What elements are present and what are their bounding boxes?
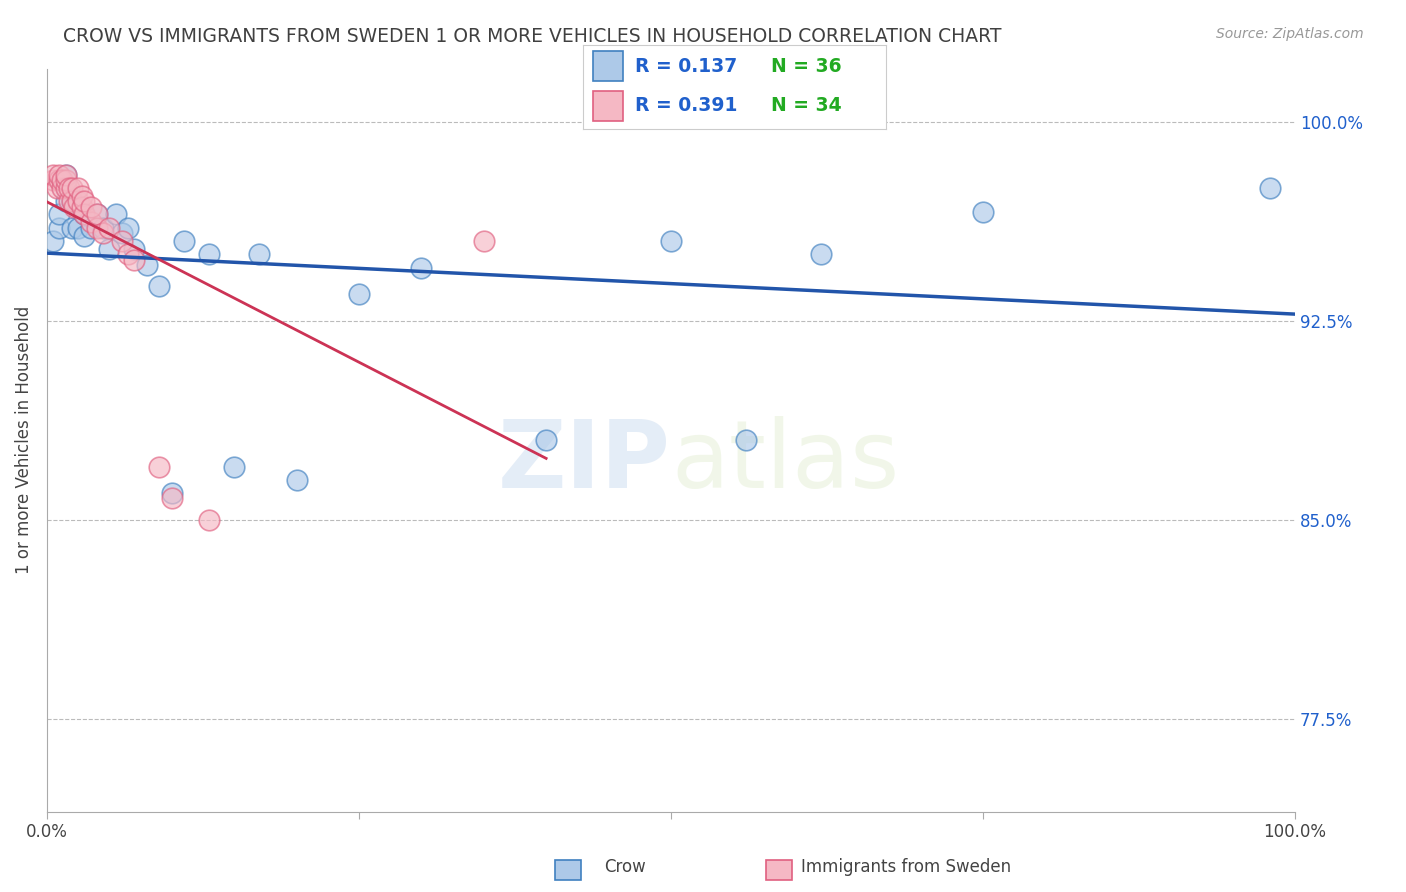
Point (148, 459, 170, 474)
Point (70, 200, 93, 214)
Point (63, 200, 86, 214)
Text: Immigrants from Sweden: Immigrants from Sweden (801, 858, 1011, 876)
Point (42, 173, 65, 187)
Point (86, 207, 108, 221)
Point (60, 220, 83, 235)
Point (42, 234, 65, 248)
Point (91, 220, 114, 235)
Point (55, 181, 77, 195)
Point (247, 247, 270, 261)
Point (73, 207, 96, 221)
Point (79, 220, 101, 235)
Point (160, 486, 183, 500)
Point (111, 226, 134, 240)
Point (73, 207, 96, 221)
Point (117, 220, 139, 235)
Text: N = 34: N = 34 (770, 95, 842, 115)
Point (58, 194, 80, 209)
Point (98, 220, 121, 235)
FancyBboxPatch shape (592, 91, 623, 120)
Text: Crow: Crow (605, 858, 647, 876)
Point (51, 173, 73, 187)
Point (224, 459, 246, 474)
Point (347, 287, 370, 301)
Point (117, 247, 139, 261)
Point (122, 242, 145, 256)
Point (122, 252, 145, 267)
Point (734, 433, 756, 447)
Point (67, 220, 90, 235)
Point (67, 181, 90, 195)
Text: R = 0.391: R = 0.391 (636, 95, 737, 115)
Point (73, 228, 96, 243)
Text: atlas: atlas (671, 417, 900, 508)
Text: CROW VS IMMIGRANTS FROM SWEDEN 1 OR MORE VEHICLES IN HOUSEHOLD CORRELATION CHART: CROW VS IMMIGRANTS FROM SWEDEN 1 OR MORE… (63, 27, 1001, 45)
Point (285, 473, 308, 487)
Point (48, 220, 70, 235)
Point (148, 279, 170, 293)
Point (73, 194, 96, 209)
Text: N = 36: N = 36 (770, 57, 842, 76)
Point (48, 173, 70, 187)
Point (86, 207, 108, 221)
Point (111, 234, 134, 248)
Point (534, 433, 557, 447)
Point (60, 194, 83, 209)
Point (91, 226, 114, 240)
Point (810, 247, 832, 261)
Point (58, 181, 80, 195)
Text: R = 0.137: R = 0.137 (636, 57, 737, 76)
Text: ZIP: ZIP (498, 417, 671, 508)
Point (79, 200, 101, 214)
Point (1258, 181, 1281, 195)
Point (70, 189, 93, 203)
Point (48, 168, 70, 182)
Point (51, 181, 73, 195)
Point (972, 204, 994, 219)
Text: Source: ZipAtlas.com: Source: ZipAtlas.com (1216, 27, 1364, 41)
Point (411, 260, 433, 275)
Point (198, 513, 221, 527)
Point (659, 234, 682, 248)
Point (42, 168, 65, 182)
FancyBboxPatch shape (592, 52, 623, 81)
Point (173, 234, 195, 248)
Point (98, 242, 121, 256)
Point (198, 247, 221, 261)
Point (160, 491, 183, 506)
Point (45, 181, 67, 195)
Point (67, 200, 90, 214)
Point (472, 234, 495, 248)
Point (79, 215, 101, 229)
Point (67, 194, 90, 209)
Y-axis label: 1 or more Vehicles in Household: 1 or more Vehicles in Household (15, 306, 32, 574)
Point (135, 258, 157, 272)
Point (55, 168, 77, 182)
Point (55, 173, 77, 187)
Point (48, 207, 70, 221)
Point (55, 168, 77, 182)
Point (55, 181, 77, 195)
Point (60, 194, 83, 209)
Point (60, 181, 83, 195)
Point (55, 194, 77, 209)
Point (86, 220, 108, 235)
Point (104, 207, 127, 221)
